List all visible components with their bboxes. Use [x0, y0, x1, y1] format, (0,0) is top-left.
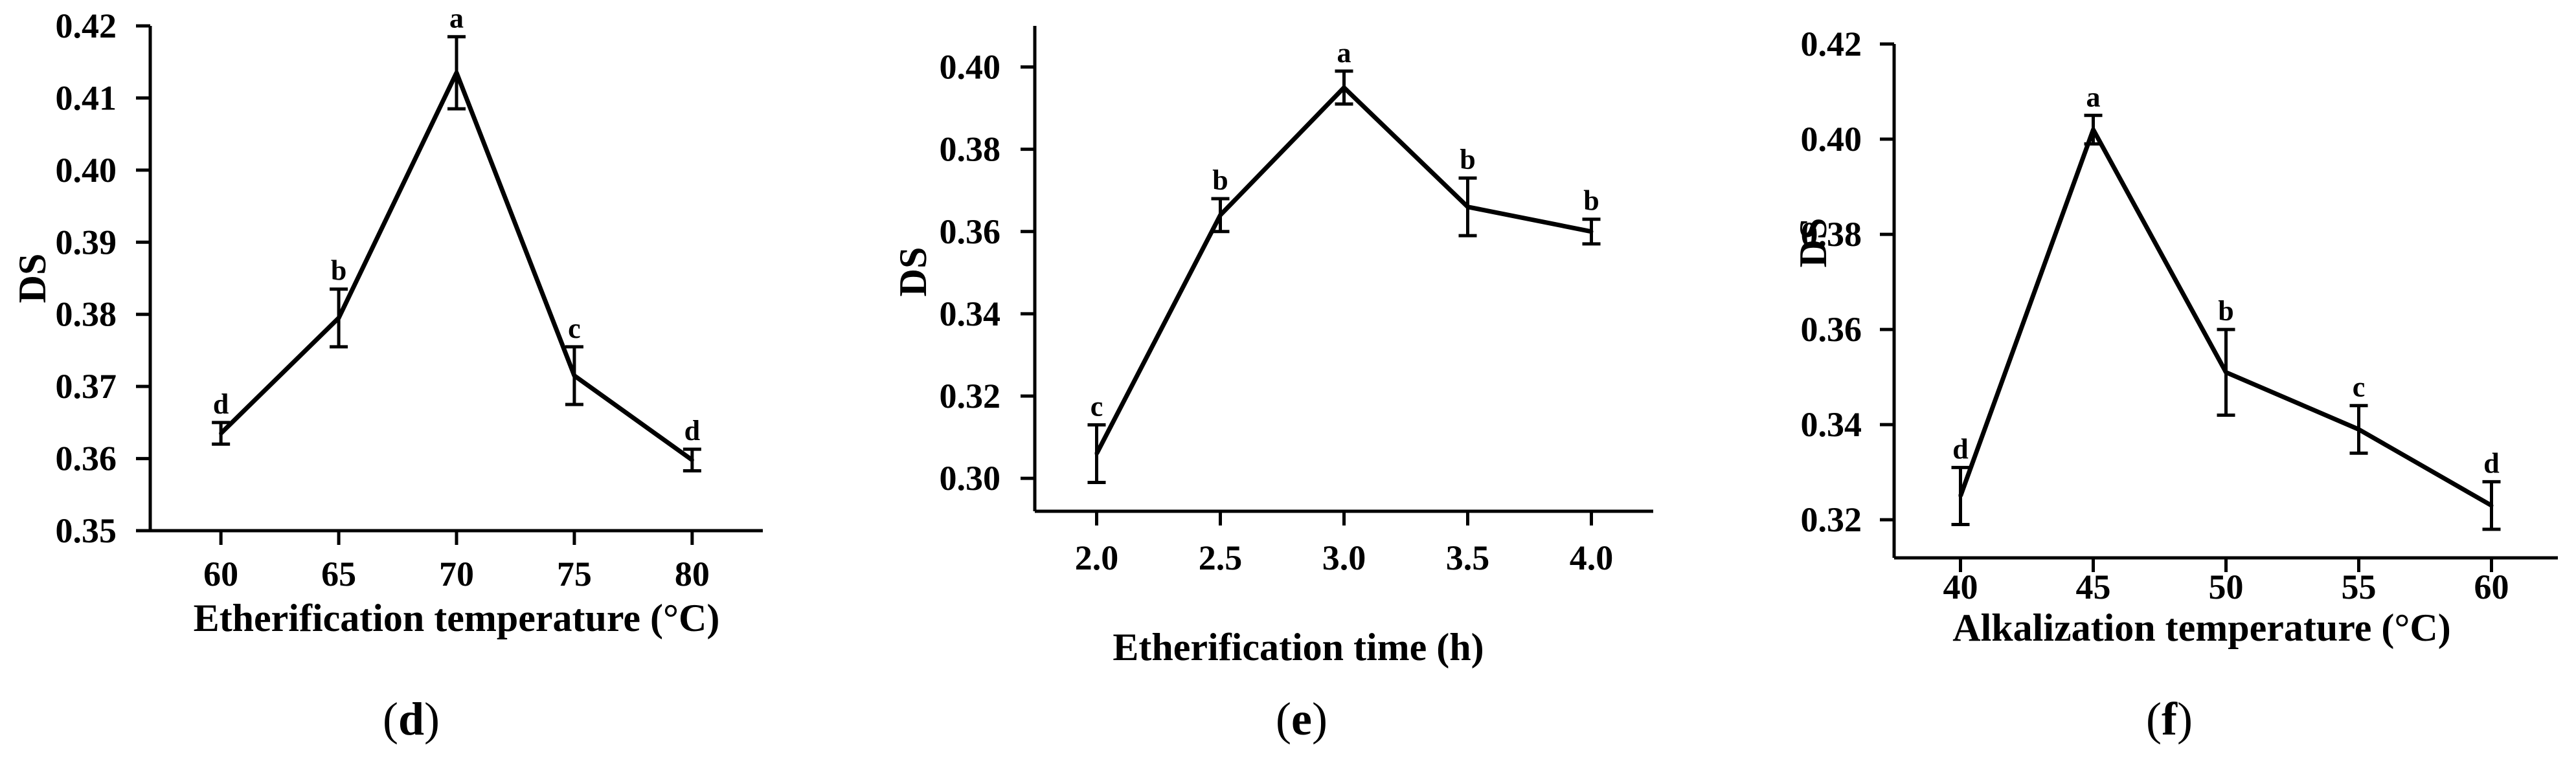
significance-label: b	[331, 255, 346, 287]
y-tick-label: 0.37	[56, 367, 117, 406]
x-tick-label: 75	[557, 555, 592, 593]
x-tick-label: 2.5	[1199, 538, 1243, 577]
data-point	[2224, 370, 2228, 375]
y-tick-label: 0.34	[1801, 405, 1862, 444]
significance-label: c	[1090, 391, 1103, 423]
significance-label: b	[1212, 164, 1228, 196]
y-tick-label: 0.40	[1801, 120, 1862, 159]
y-tick-label: 0.40	[940, 48, 1001, 87]
y-tick-label: 0.41	[56, 78, 117, 117]
data-point	[2091, 127, 2096, 132]
significance-label: a	[449, 3, 464, 34]
y-tick-label: 0.40	[56, 151, 117, 190]
data-point	[455, 71, 458, 75]
significance-label: b	[1583, 185, 1599, 217]
x-tick-label: 3.5	[1446, 538, 1490, 577]
y-tick-label: 0.39	[56, 223, 117, 261]
x-axis-label: Etherification temperature (°C)	[194, 597, 720, 639]
y-tick-label: 0.34	[940, 294, 1001, 333]
data-point	[219, 431, 223, 436]
y-tick-label: 0.38	[1801, 215, 1862, 254]
x-tick-label: 55	[2342, 568, 2377, 606]
chart-panel-e: 0.30 0.32 0.34 0.36 0.38 0.40 2.0 2.5 3.0 3.5 4.0 E…	[892, 26, 1653, 745]
x-axis-label: Alkalization temperature (°C)	[1952, 606, 2450, 649]
data-point	[1218, 213, 1223, 217]
x-tick-label: 70	[439, 555, 474, 593]
y-tick-label: 0.42	[56, 6, 117, 45]
data-point	[1958, 494, 1963, 498]
y-axis-label: DS	[11, 254, 54, 304]
x-tick-label: 3.0	[1322, 538, 1366, 577]
x-tick-label: 4.0	[1570, 538, 1614, 577]
data-point	[1465, 205, 1470, 209]
panel-label: (d)	[383, 693, 440, 745]
significance-label: b	[1460, 144, 1475, 175]
x-tick-label: 40	[1943, 568, 1978, 606]
y-axis-label: DS	[1792, 218, 1835, 268]
significance-label: d	[1952, 433, 1968, 465]
data-point	[2489, 503, 2494, 508]
x-tick-label: 80	[675, 555, 710, 593]
x-tick-label: 65	[321, 555, 356, 593]
x-tick-label: 50	[2209, 568, 2244, 606]
x-tick-label: 60	[203, 555, 238, 593]
y-tick-label: 0.38	[940, 130, 1001, 169]
significance-label: c	[2353, 371, 2366, 403]
y-tick-label: 0.36	[56, 439, 117, 478]
y-tick-label: 0.42	[1801, 25, 1862, 63]
data-point	[1094, 452, 1099, 456]
significance-label: b	[2218, 295, 2233, 327]
chart-panel-f: 0.32 0.34 0.36 0.38 0.40 0.42 40 45 50 55 60 Alkali…	[1792, 25, 2558, 745]
x-tick-label: 45	[2076, 568, 2111, 606]
y-tick-label: 0.36	[940, 212, 1001, 251]
y-tick-label: 0.38	[56, 295, 117, 334]
x-tick-label: 60	[2474, 568, 2509, 606]
data-point	[2356, 427, 2361, 432]
significance-label: a	[2086, 81, 2101, 113]
data-point	[690, 458, 694, 462]
chart-panel-d: 0.35 0.36 0.37 0.38 0.39 0.40 0.41 0.42 60 65 70 75…	[11, 3, 763, 745]
x-axis-label: Etherification time (h)	[1113, 626, 1484, 669]
y-tick-label: 0.30	[940, 459, 1001, 498]
significance-label: c	[568, 313, 581, 344]
x-tick-label: 2.0	[1075, 538, 1119, 577]
data-point	[1342, 85, 1346, 90]
y-axis-label: DS	[892, 247, 934, 297]
y-tick-label: 0.32	[940, 377, 1001, 415]
data-point	[1589, 229, 1594, 234]
panel-label: (e)	[1276, 693, 1328, 745]
y-tick-label: 0.35	[56, 511, 117, 550]
data-point	[337, 316, 341, 320]
data-point	[572, 373, 576, 378]
panel-label: (f)	[2146, 693, 2193, 745]
y-tick-label: 0.36	[1801, 310, 1862, 349]
series-line	[219, 70, 694, 462]
significance-label: d	[213, 388, 229, 420]
series-line	[1094, 85, 1592, 455]
y-tick-label: 0.32	[1801, 500, 1862, 539]
significance-label: a	[1337, 37, 1351, 69]
significance-label: d	[2483, 447, 2499, 479]
significance-label: d	[684, 415, 700, 447]
